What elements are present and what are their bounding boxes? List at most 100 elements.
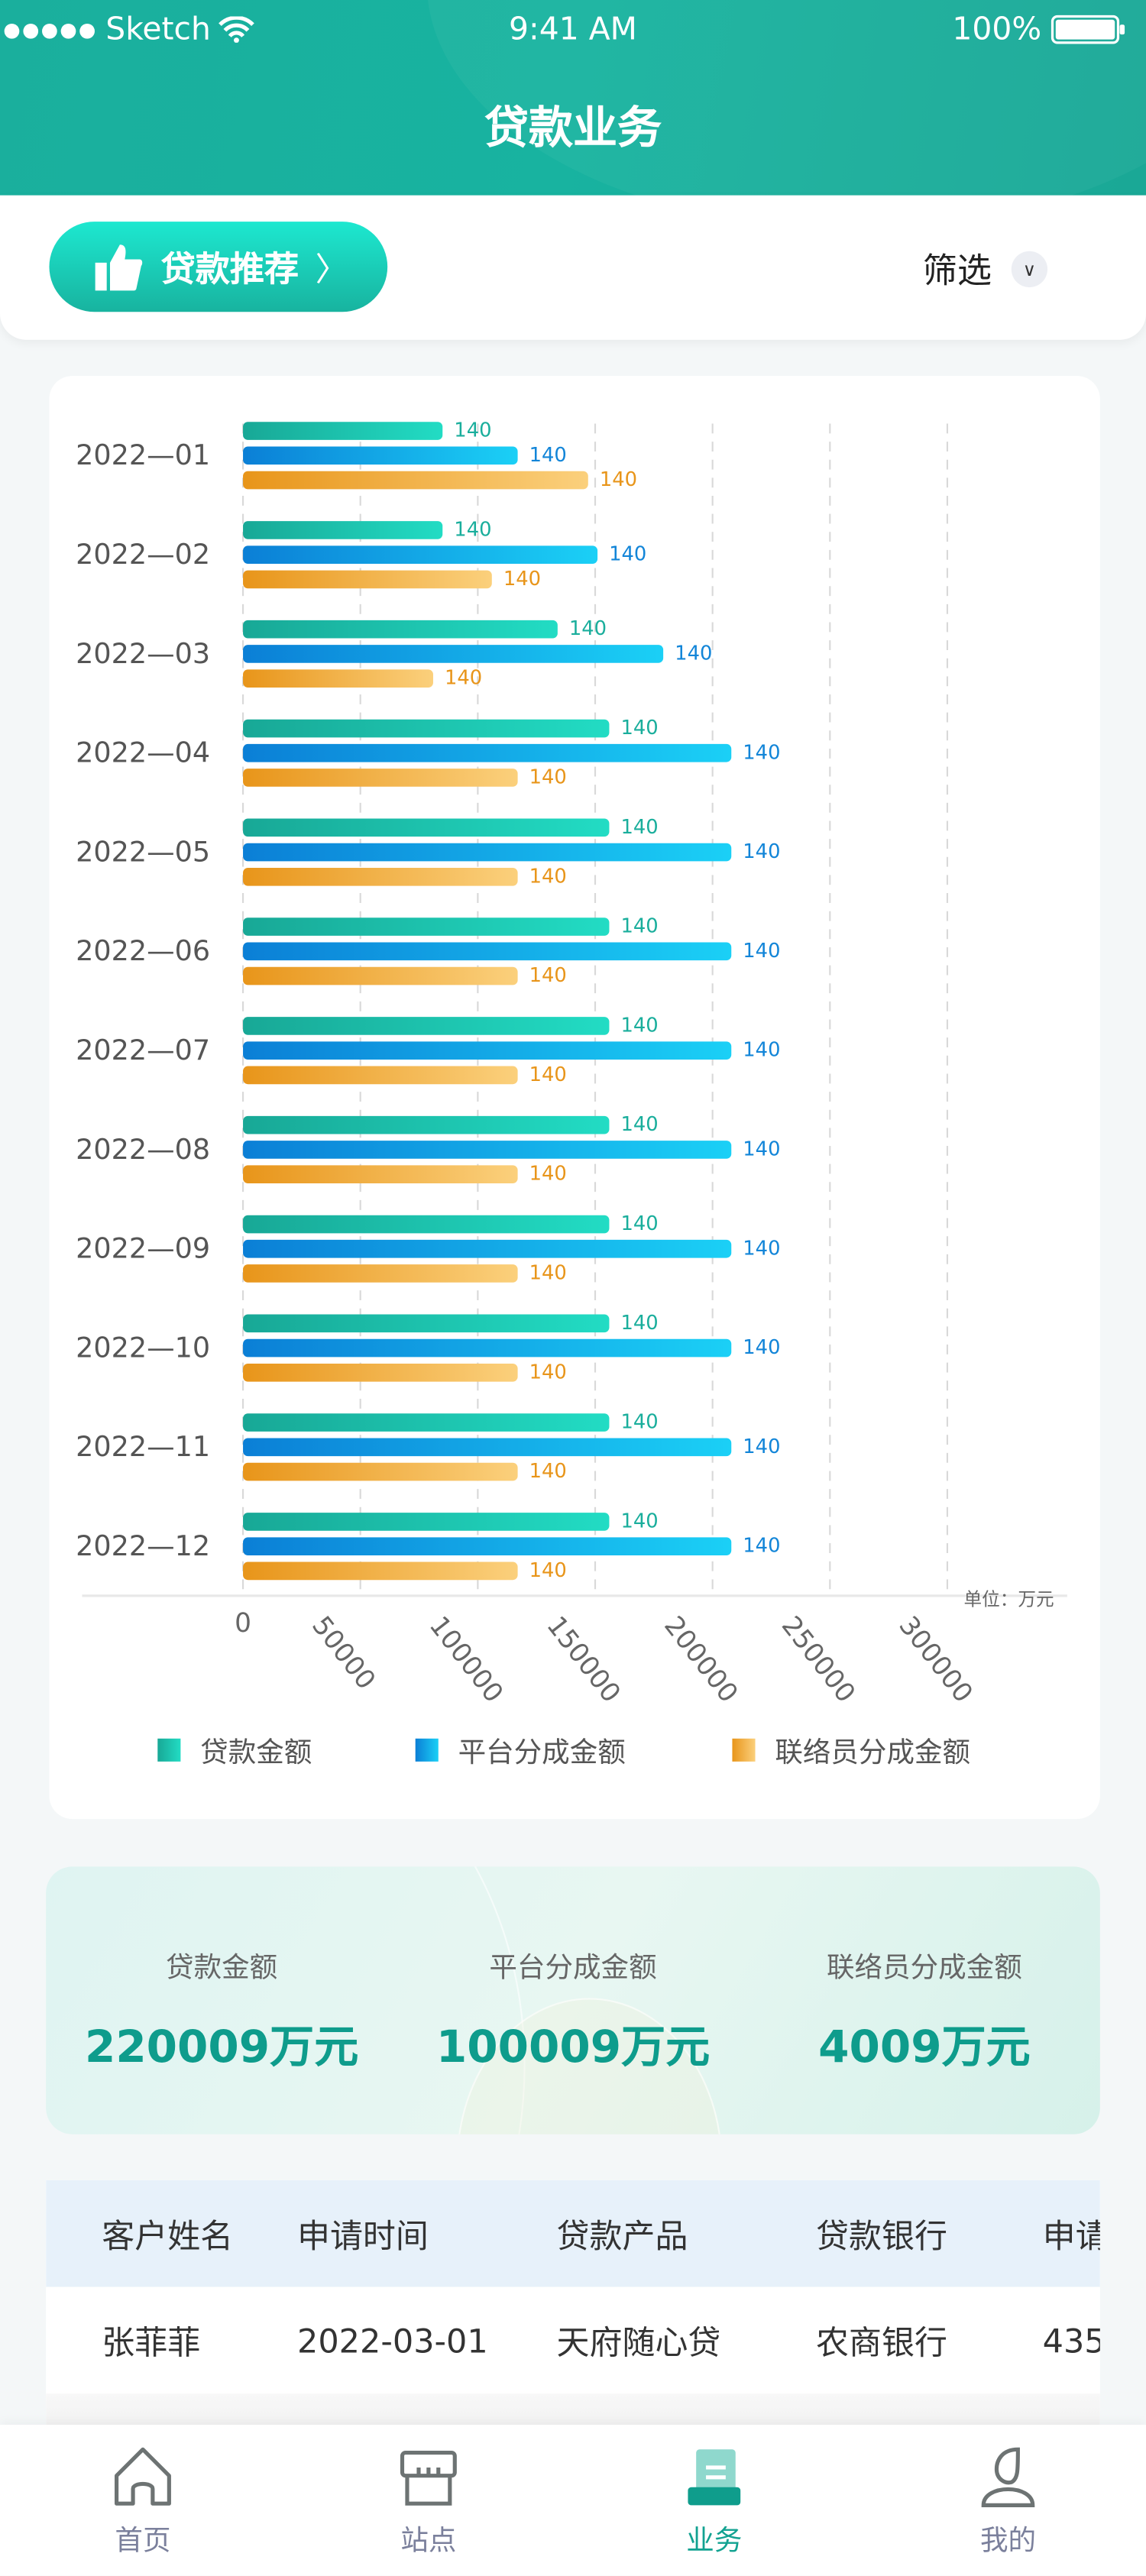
filter-dropdown[interactable]: 筛选 ∨ (922, 244, 1048, 293)
bar (243, 1141, 732, 1159)
y-category-label: 2022—04 (76, 736, 210, 769)
tab-home[interactable]: 首页 (0, 2425, 286, 2558)
y-category-label: 2022—01 (76, 439, 210, 471)
chart-unit: 单位：万元 (963, 1589, 1054, 1611)
bar (243, 645, 664, 663)
legend-swatch (415, 1737, 439, 1761)
bar-value-label: 140 (529, 964, 567, 987)
summary-label: 联络员分成金额 (827, 1952, 1022, 1985)
bar (243, 1513, 610, 1531)
bar (243, 719, 610, 738)
bar (243, 1438, 732, 1457)
loan-recommend-button[interactable]: 贷款推荐 〉 (49, 222, 388, 312)
summary-label: 平台分成金额 (489, 1952, 657, 1985)
bar (243, 942, 732, 961)
legend-label: 贷款金额 (200, 1736, 312, 1770)
bar (243, 966, 518, 985)
column-header: 申请 (1042, 2216, 1100, 2256)
summary-value: 4009万元 (818, 2022, 1031, 2074)
bar-value-label: 140 (620, 1014, 658, 1037)
bar-value-label: 140 (529, 1262, 567, 1285)
bar-value-label: 140 (743, 1237, 780, 1260)
summary-loan: 贷款金额 220009万元 (46, 1866, 397, 2075)
bar (243, 1363, 518, 1382)
tab-station[interactable]: 站点 (286, 2425, 571, 2558)
bar-value-label: 140 (743, 741, 780, 764)
bar (243, 570, 492, 589)
table-row[interactable]: 张菲菲 2022-03-01 天府随心贷 农商银行 435 (46, 2287, 1100, 2394)
y-category-label: 2022—09 (76, 1232, 210, 1265)
chevron-right-icon: 〉 (315, 249, 348, 290)
bar-value-label: 140 (529, 1163, 567, 1186)
tab-label: 首页 (115, 2525, 171, 2558)
bar (243, 521, 443, 539)
bar (243, 1165, 518, 1183)
home-icon (115, 2447, 171, 2506)
cell-date: 2022-03-01 (296, 2320, 488, 2361)
y-category-label: 2022—08 (76, 1133, 210, 1166)
bar (243, 545, 598, 564)
tab-business[interactable]: 业务 (571, 2425, 857, 2558)
y-category-label: 2022—05 (76, 835, 210, 868)
loan-recommend-label: 贷款推荐 (160, 248, 299, 289)
business-doc-icon (688, 2449, 741, 2506)
y-category-label: 2022—10 (76, 1331, 210, 1364)
bar (243, 1239, 732, 1258)
x-tick-label: 150000 (540, 1610, 626, 1708)
clock: 9:41 AM (509, 11, 637, 48)
bar-value-label: 140 (529, 766, 567, 789)
x-tick-label: 250000 (775, 1610, 861, 1708)
bar (243, 1462, 518, 1481)
bar-value-label: 140 (620, 717, 658, 739)
tab-mine[interactable]: 我的 (866, 2425, 1146, 2558)
battery-percent: 100% (952, 11, 1042, 48)
summary-value: 100009万元 (435, 2022, 711, 2074)
wifi-icon (219, 16, 255, 43)
bar-value-label: 140 (620, 915, 658, 938)
legend-item-loan: 贷款金额 (157, 1729, 312, 1770)
bar-value-label: 140 (743, 1138, 780, 1160)
legend-item-platform: 平台分成金额 (415, 1729, 626, 1770)
bar-value-label: 140 (620, 1312, 658, 1335)
x-tick-label: 200000 (658, 1610, 743, 1708)
bar (243, 446, 518, 465)
bar (243, 743, 732, 762)
x-tick-label: 50000 (306, 1610, 381, 1695)
bar-value-label: 140 (529, 444, 567, 467)
chevron-down-icon: ∨ (1011, 251, 1048, 288)
summary-platform: 平台分成金额 100009万元 (397, 1866, 749, 2075)
column-header: 申请时间 (296, 2216, 429, 2256)
bar-value-label: 140 (743, 840, 780, 863)
bar-value-label: 140 (620, 1510, 658, 1532)
tab-label: 站点 (400, 2525, 457, 2558)
y-category-label: 2022—02 (76, 538, 210, 571)
cell-amount: 435 (1042, 2320, 1100, 2361)
bar-value-label: 140 (600, 468, 637, 491)
bar-value-label: 140 (529, 1063, 567, 1086)
bar-value-label: 140 (743, 1435, 780, 1458)
legend-label: 联络员分成金额 (775, 1736, 971, 1770)
x-tick-label: 0 (235, 1608, 251, 1639)
store-icon (400, 2451, 457, 2506)
legend-swatch (157, 1737, 181, 1761)
signal-icon: ●●●●● (3, 18, 98, 41)
cell-name: 张菲菲 (102, 2322, 201, 2363)
bar-value-label: 140 (620, 816, 658, 839)
bar (243, 1215, 610, 1234)
bar-chart: 0 50000 100000 150000 200000 250000 300000 2022… (76, 419, 1067, 1708)
chart-card (49, 376, 1100, 1820)
bar (243, 471, 588, 490)
bar-value-label: 140 (743, 1039, 780, 1062)
summary-value: 220009万元 (84, 2022, 359, 2074)
bar-value-label: 140 (620, 1411, 658, 1434)
legend-label: 平台分成金额 (458, 1736, 626, 1770)
bar (243, 1017, 610, 1035)
filter-label: 筛选 (922, 251, 992, 291)
page-title: 贷款业务 (484, 103, 662, 155)
header: ●●●●● Sketch 9:41 AM 100% 贷款业务 (0, 0, 1146, 196)
cell-bank: 农商银行 (816, 2322, 947, 2363)
summary-liaison: 联络员分成金额 4009万元 (749, 1866, 1100, 2075)
bar (243, 843, 732, 862)
bar-value-label: 140 (609, 543, 646, 566)
